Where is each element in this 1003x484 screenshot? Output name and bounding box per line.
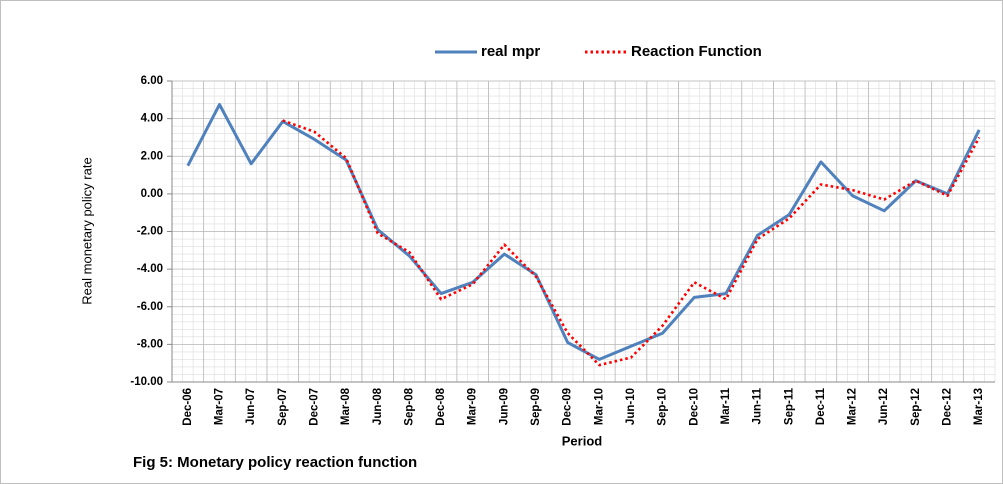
legend-label: real mpr [481, 43, 540, 60]
x-tick-label: Jun-07 [245, 388, 257, 425]
x-tick-label: Mar-12 [847, 388, 859, 425]
x-tick-label: Sep-07 [277, 388, 289, 426]
y-tick-label: 0.00 [141, 188, 163, 200]
y-tick-label: -2.00 [137, 226, 163, 238]
x-tick-label: Dec-08 [435, 387, 447, 425]
y-tick-label: -4.00 [137, 263, 163, 275]
x-tick-label: Sep-08 [403, 387, 415, 425]
x-tick-label: Sep-10 [657, 388, 669, 426]
chart-title: Fig 5: Monetary policy reaction function [133, 454, 417, 471]
x-tick-label: Mar-11 [720, 387, 732, 424]
series-line [282, 119, 981, 367]
x-tick-label: Jun-08 [372, 387, 384, 425]
y-tick-label: -8.00 [137, 338, 163, 350]
x-axis-label: Period [562, 433, 603, 448]
x-tick-label: Sep-09 [530, 388, 542, 426]
y-tick-label: -6.00 [137, 301, 163, 313]
x-tick-label: Mar-09 [467, 388, 479, 425]
legend-label: Reaction Function [631, 43, 762, 60]
y-tick-label: 6.00 [141, 75, 163, 87]
legend: real mpr Reaction Function [435, 43, 762, 60]
y-axis-label: Real monetary policy rate [79, 157, 94, 304]
x-tick-label: Dec-09 [562, 388, 574, 426]
x-tick-label: Jun-11 [752, 387, 764, 424]
x-tick-label: Dec-07 [308, 388, 320, 426]
y-tick-label: 2.00 [141, 150, 163, 162]
x-tick-label: Mar-13 [973, 388, 985, 425]
x-tick-label: Sep-12 [910, 388, 922, 426]
x-tick-label: Mar-08 [340, 387, 352, 425]
x-tick-label: Sep-11 [783, 387, 795, 425]
x-tick-label: Jun-09 [498, 388, 510, 425]
x-tick-label: Dec-12 [942, 388, 954, 426]
x-tick-label: Dec-10 [688, 388, 700, 426]
y-tick-label: -10.00 [130, 376, 163, 388]
x-tick-label: Dec-11 [815, 387, 827, 425]
x-tick-label: Jun-10 [625, 388, 637, 425]
x-tick-label: Jun-12 [878, 388, 890, 425]
x-tick-label: Mar-07 [214, 388, 226, 425]
y-tick-label: 4.00 [141, 113, 163, 125]
x-tick-label: Dec-06 [182, 388, 194, 426]
x-tick-label: Mar-10 [593, 388, 605, 425]
